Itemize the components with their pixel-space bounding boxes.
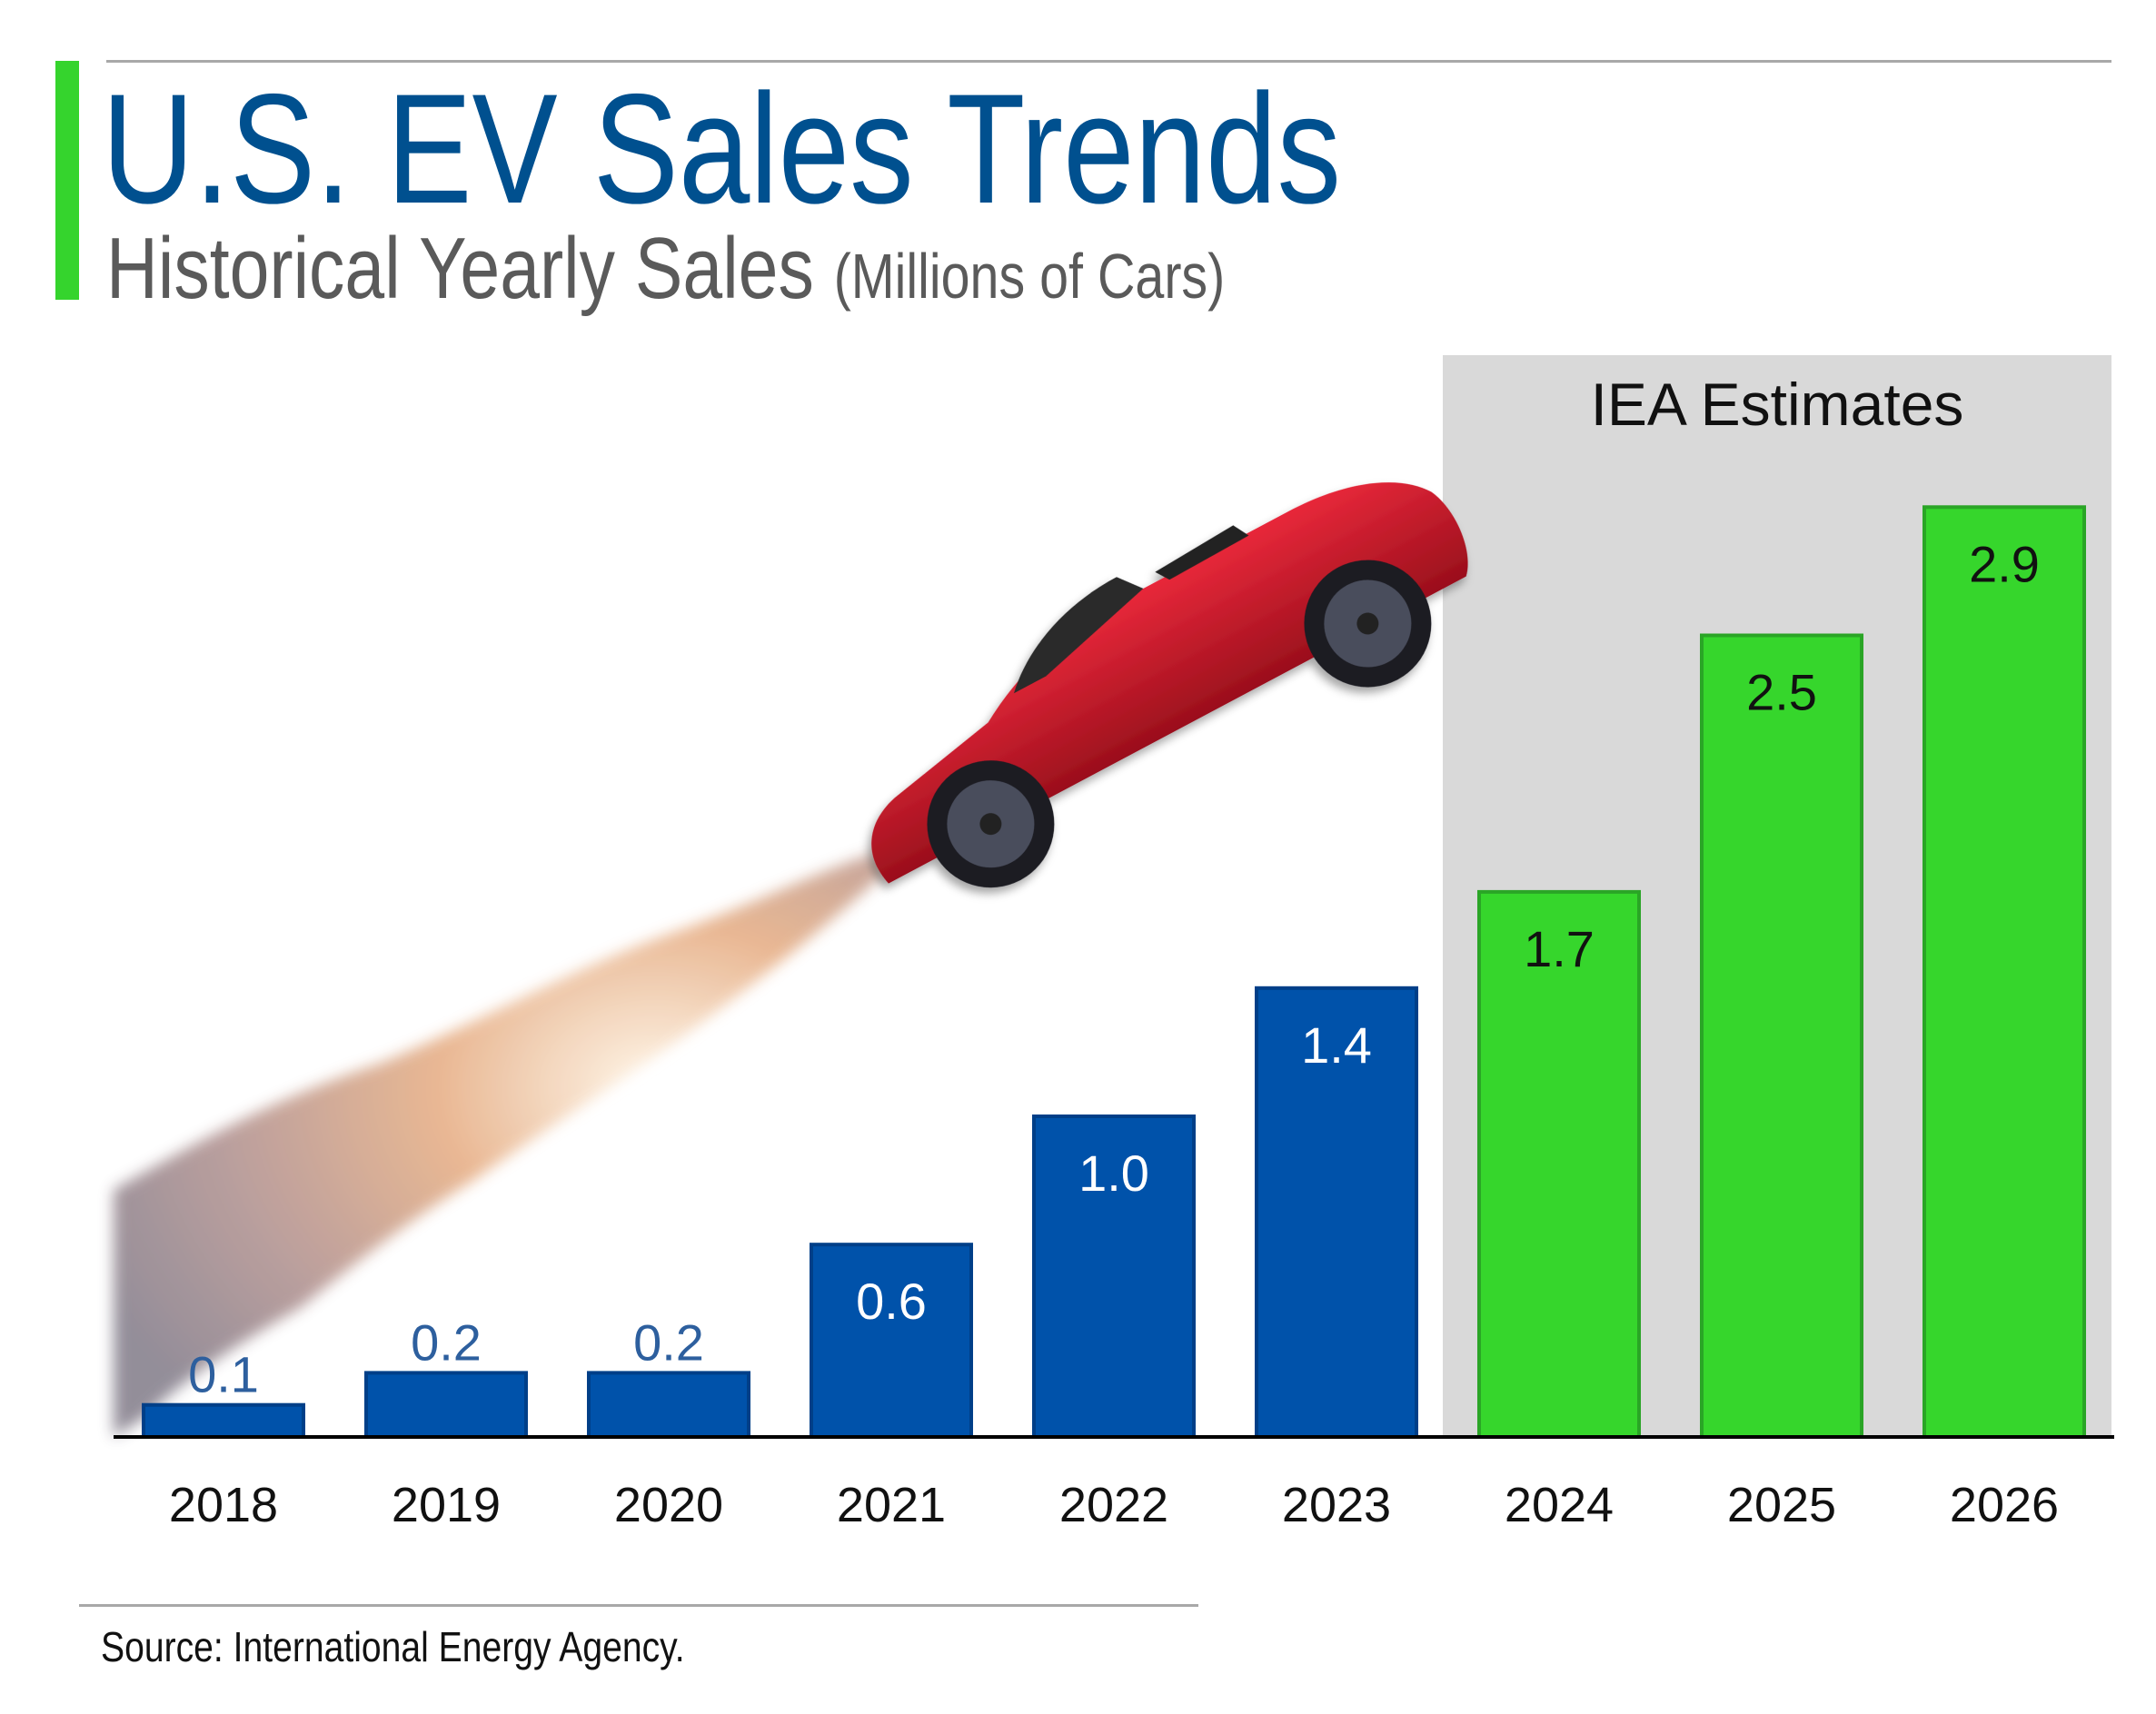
data-label-2020: 0.2 — [633, 1313, 704, 1371]
bar-2026 — [1923, 505, 2086, 1439]
x-tick-label-2022: 2022 — [1059, 1478, 1168, 1532]
bar-2023 — [1255, 986, 1418, 1440]
data-label-2023: 1.4 — [1301, 1016, 1372, 1074]
data-label-2019: 0.2 — [411, 1313, 482, 1371]
estimate-band-label: IEA Estimates — [1591, 371, 1964, 438]
data-label-2026: 2.9 — [1969, 535, 2040, 592]
data-label-2022: 1.0 — [1078, 1144, 1149, 1202]
bars-group: 0.1 0.2 0.2 0.6 1.0 1.4 1.7 2.5 2.9 — [142, 505, 2086, 1440]
x-tick-label-2023: 2023 — [1282, 1478, 1391, 1532]
title-accent-bar — [55, 61, 79, 300]
source-note: Source: International Energy Agency. — [101, 1623, 685, 1670]
bar-2020 — [587, 1371, 750, 1440]
subtitle-text: Historical Yearly Sales — [106, 220, 814, 317]
rocket-smoke-illustration — [114, 854, 886, 1437]
x-tick-label-2019: 2019 — [392, 1478, 501, 1532]
header-divider — [106, 60, 2111, 63]
subtitle-unit: (Millions of Cars) — [833, 241, 1226, 312]
x-tick-label-2021: 2021 — [837, 1478, 946, 1532]
data-label-2021: 0.6 — [856, 1273, 927, 1330]
bar-2022 — [1032, 1115, 1196, 1439]
data-label-2025: 2.5 — [1746, 664, 1817, 721]
x-tick-label-2018: 2018 — [169, 1478, 278, 1532]
data-label-2018: 0.1 — [188, 1346, 259, 1403]
footer-divider — [79, 1604, 1198, 1607]
data-label-2024: 1.7 — [1524, 920, 1595, 977]
x-axis-labels: 2018 2019 2020 2021 2022 2023 2024 2025 2026 — [169, 1478, 2059, 1532]
bar-2025 — [1700, 633, 1863, 1439]
bar-2021 — [810, 1243, 973, 1439]
red-roadster-car-illustration — [871, 482, 1468, 888]
x-tick-label-2020: 2020 — [614, 1478, 723, 1532]
bar-2018 — [142, 1402, 305, 1439]
page-title: U.S. EV Sales Trends — [102, 62, 1341, 236]
x-tick-label-2026: 2026 — [1950, 1478, 2059, 1532]
x-tick-label-2025: 2025 — [1727, 1478, 1836, 1532]
page-subtitle: Historical Yearly Sales (Millions of Car… — [106, 225, 1225, 312]
x-tick-label-2024: 2024 — [1505, 1478, 1614, 1532]
bar-2019 — [364, 1371, 528, 1440]
bar-2024 — [1477, 889, 1641, 1439]
